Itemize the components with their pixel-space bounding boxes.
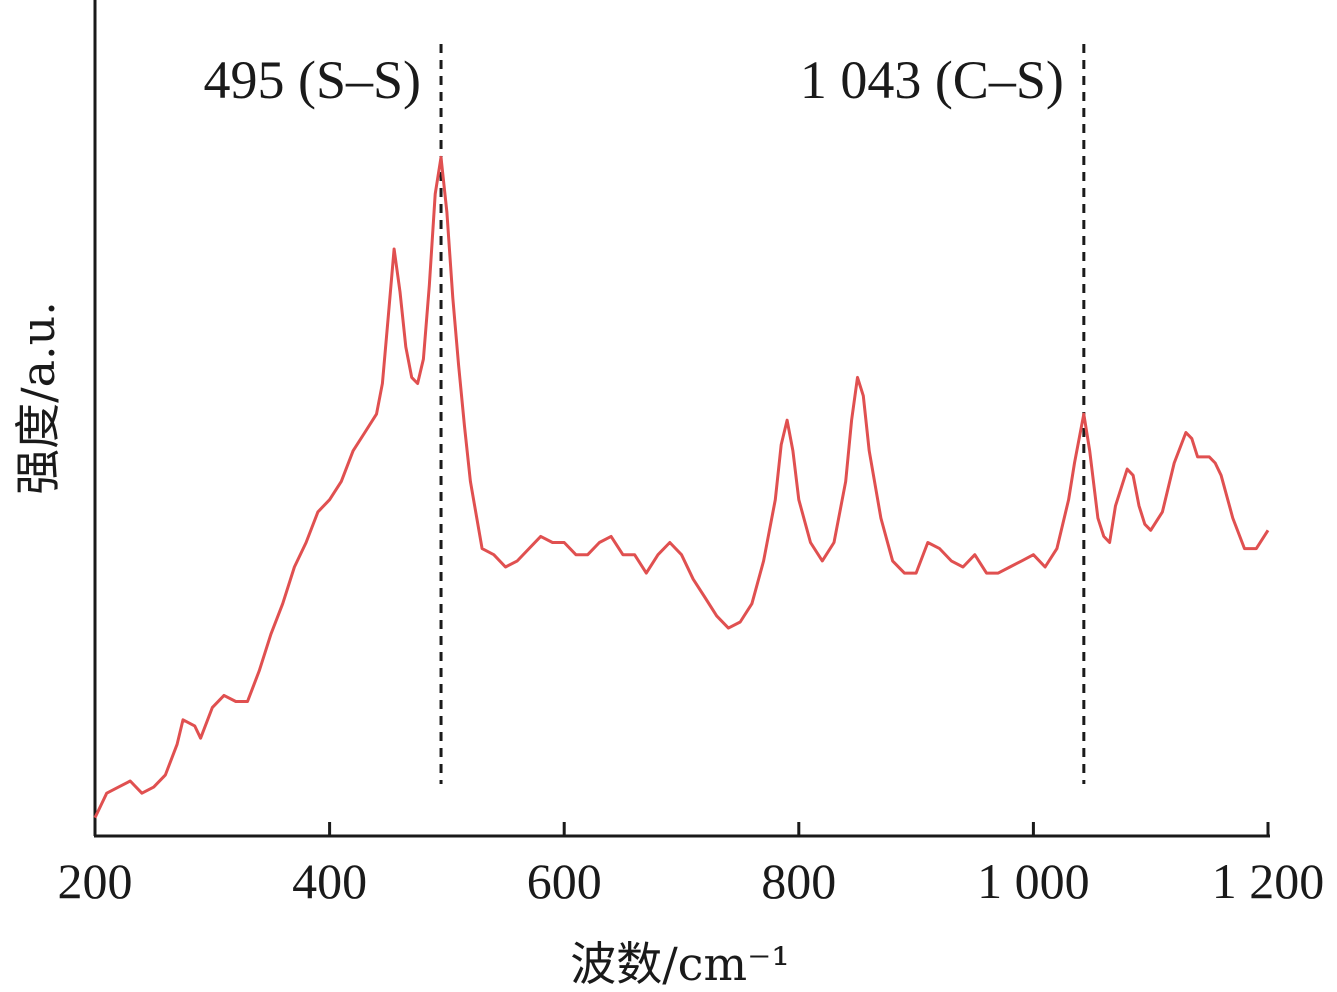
x-tick-label: 600 bbox=[527, 853, 602, 909]
x-tick-label: 800 bbox=[761, 853, 836, 909]
x-tick-label: 1 000 bbox=[977, 853, 1090, 909]
annotation-lines bbox=[439, 44, 1086, 784]
x-tick-label: 1 200 bbox=[1212, 853, 1325, 909]
spectrum-line bbox=[93, 155, 1270, 819]
annotation-labels: 495 (S–S) 1 043 (C–S) bbox=[204, 50, 1064, 110]
x-tick-label: 200 bbox=[58, 853, 133, 909]
y-axis-title: 强度/a.u. bbox=[11, 301, 65, 495]
x-tick-labels: 200 400 600 800 1 000 1 200 bbox=[58, 853, 1325, 909]
series-layer bbox=[93, 155, 1270, 819]
x-ticks bbox=[93, 822, 1270, 836]
peak-annotation-label: 1 043 (C–S) bbox=[800, 50, 1064, 110]
plot-area: 200 400 600 800 1 000 1 200 495 (S–S) 1 043 (C… bbox=[58, 0, 1325, 909]
x-axis-title: 波数/cm⁻¹ bbox=[570, 937, 790, 991]
peak-annotation-label: 495 (S–S) bbox=[204, 50, 422, 110]
x-tick-label: 400 bbox=[292, 853, 367, 909]
